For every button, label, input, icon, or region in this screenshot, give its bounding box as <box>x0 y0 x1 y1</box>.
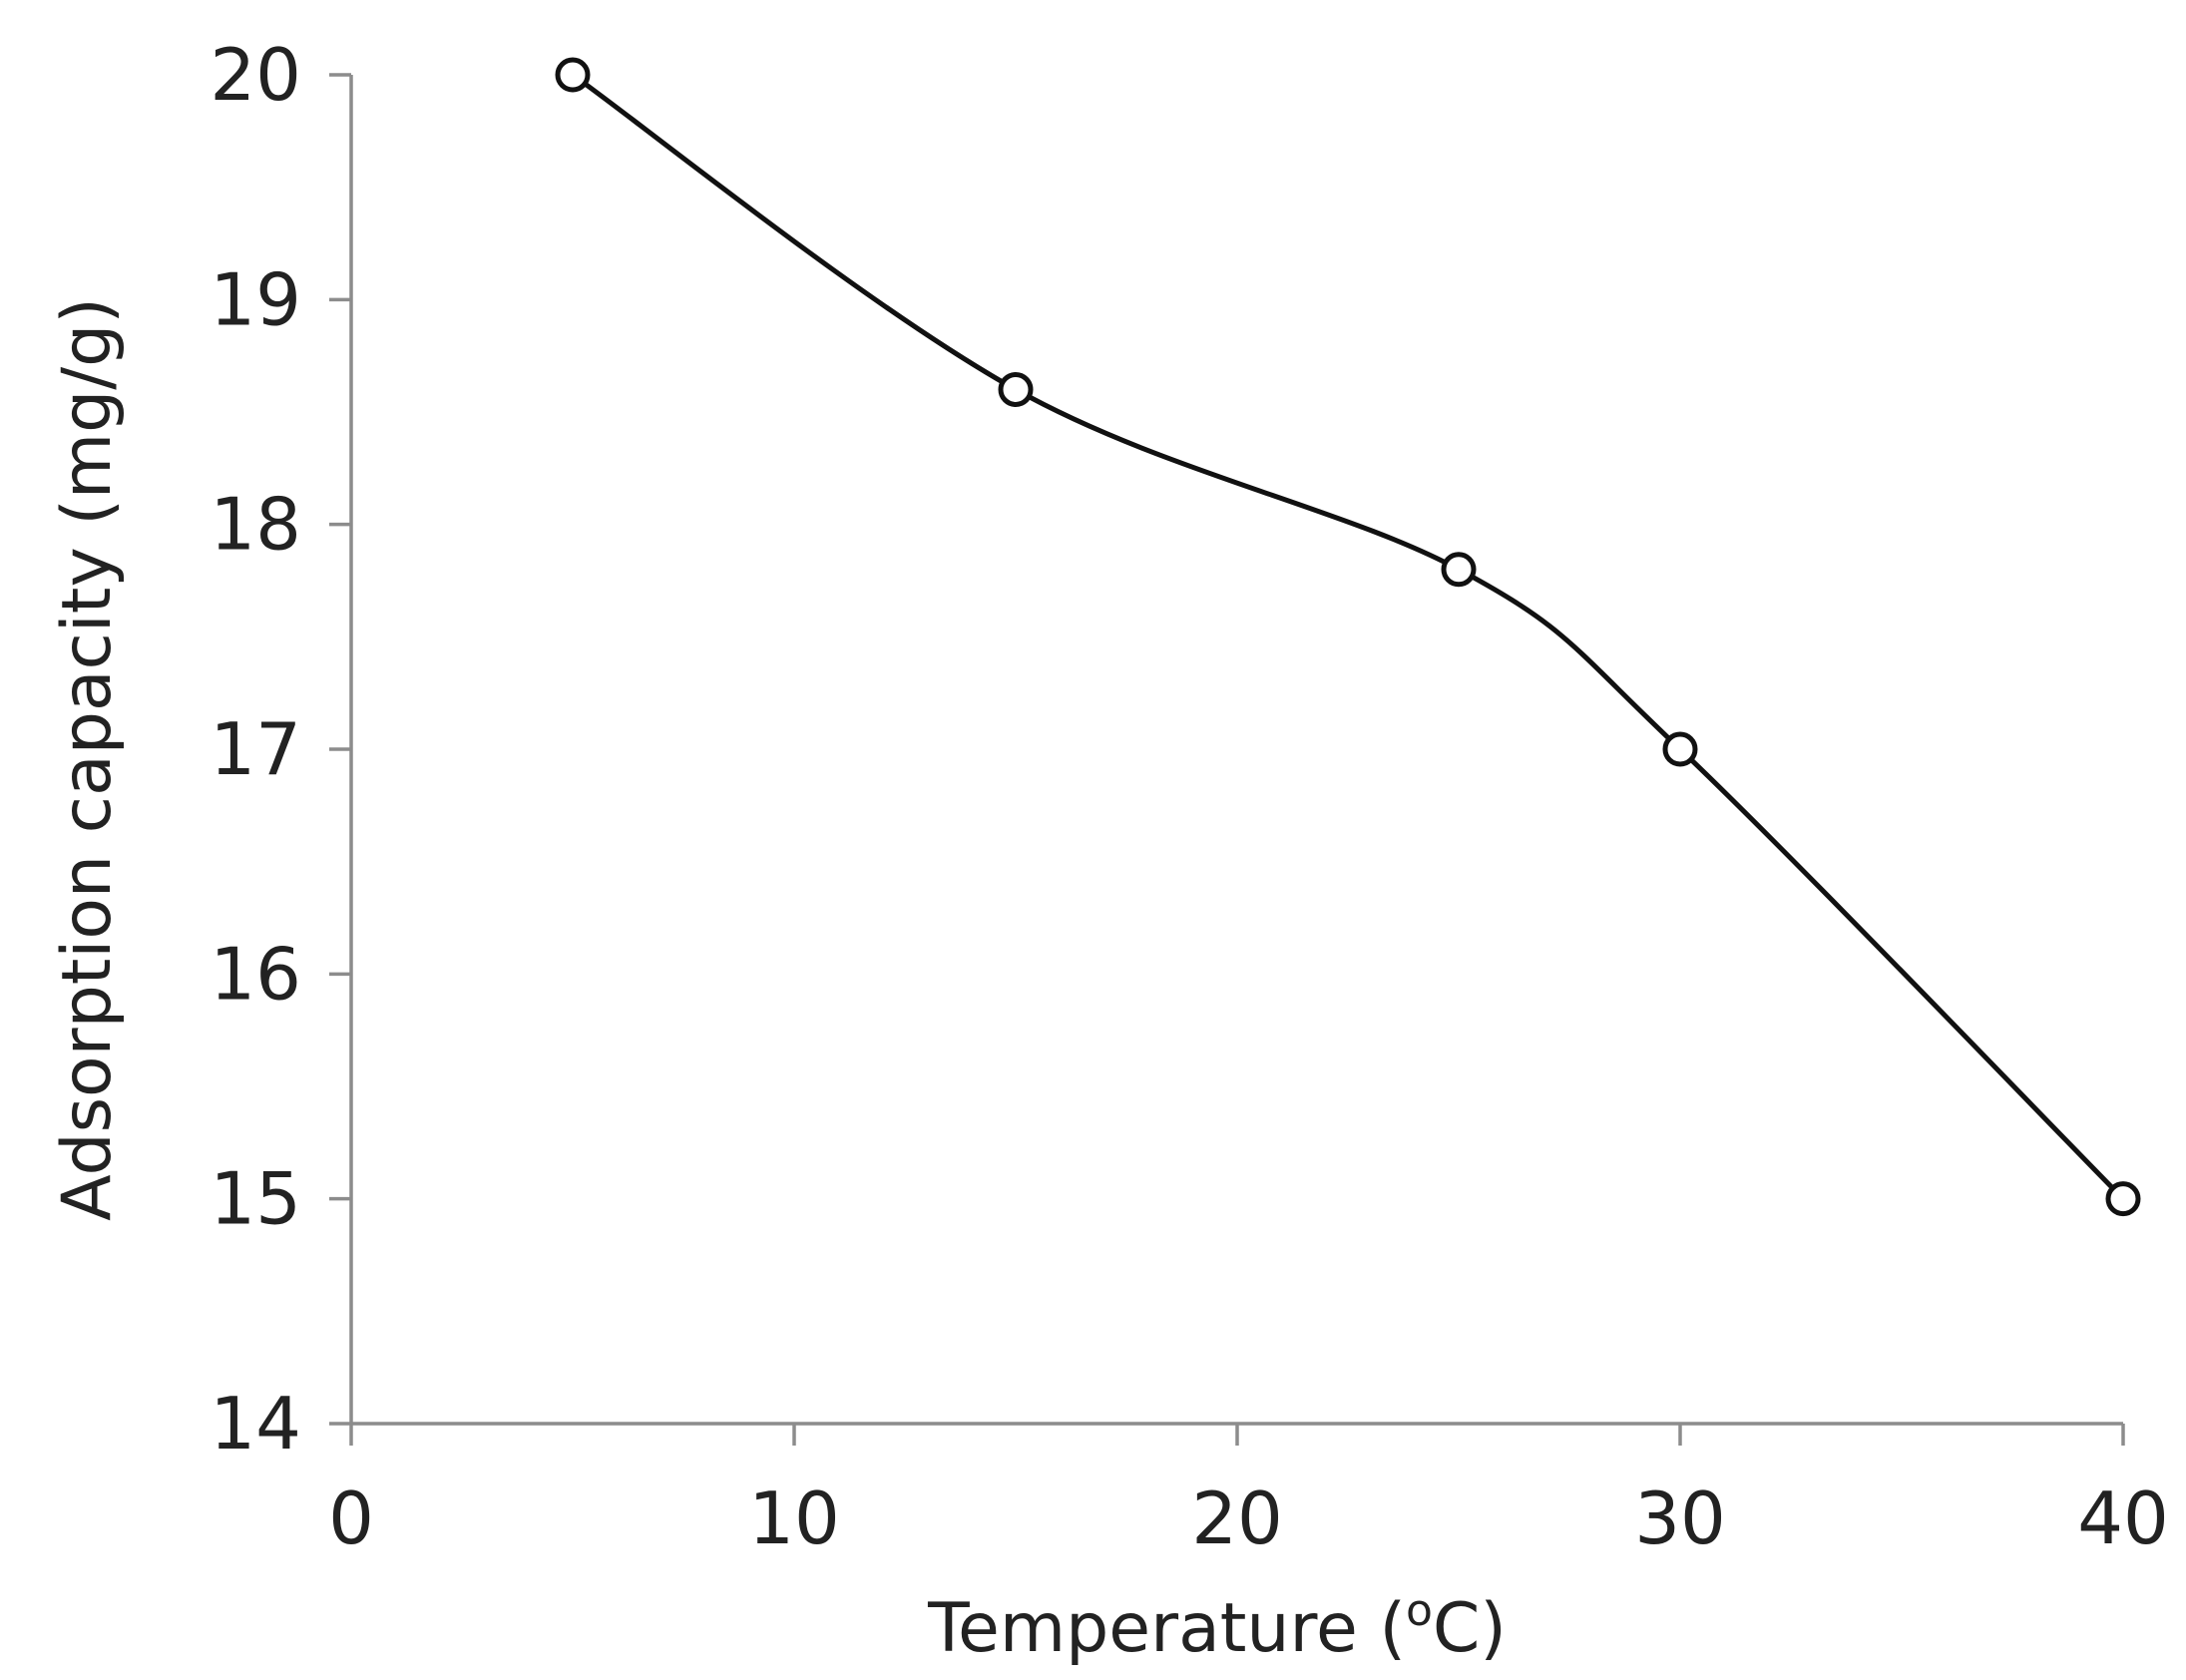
x-axis-title-superscript: o <box>1406 1585 1433 1636</box>
x-tick-label: 20 <box>1191 1476 1283 1560</box>
x-axis-title-text: Temperature ( <box>927 1589 1406 1668</box>
x-axis-title-unit: C) <box>1433 1589 1507 1668</box>
x-axis-ticks: 0 10 20 30 40 <box>328 1424 2169 1560</box>
data-point <box>1441 552 1477 588</box>
x-axis-title: Temperature (oC) <box>927 1585 1507 1668</box>
x-tick-label: 30 <box>1634 1476 1726 1560</box>
x-tick-label: 10 <box>748 1476 840 1560</box>
data-points <box>555 57 2141 1217</box>
data-point <box>555 57 591 93</box>
y-axis-title: Adsorption capacity (mg/g) <box>48 297 127 1221</box>
data-point <box>2105 1181 2141 1217</box>
data-point <box>998 371 1034 407</box>
x-tick-label: 0 <box>328 1476 374 1560</box>
y-tick-label: 15 <box>210 1157 301 1241</box>
y-tick-label: 17 <box>210 707 301 791</box>
y-tick-label: 19 <box>210 257 301 341</box>
y-axis-ticks: 14 15 16 17 18 19 20 <box>210 33 351 1466</box>
y-tick-label: 16 <box>210 932 301 1016</box>
y-tick-label: 14 <box>210 1382 301 1466</box>
x-tick-label: 40 <box>2077 1476 2169 1560</box>
series-line <box>571 72 2125 1201</box>
data-point <box>1662 731 1698 767</box>
y-tick-label: 20 <box>210 33 301 117</box>
y-tick-label: 18 <box>210 483 301 567</box>
